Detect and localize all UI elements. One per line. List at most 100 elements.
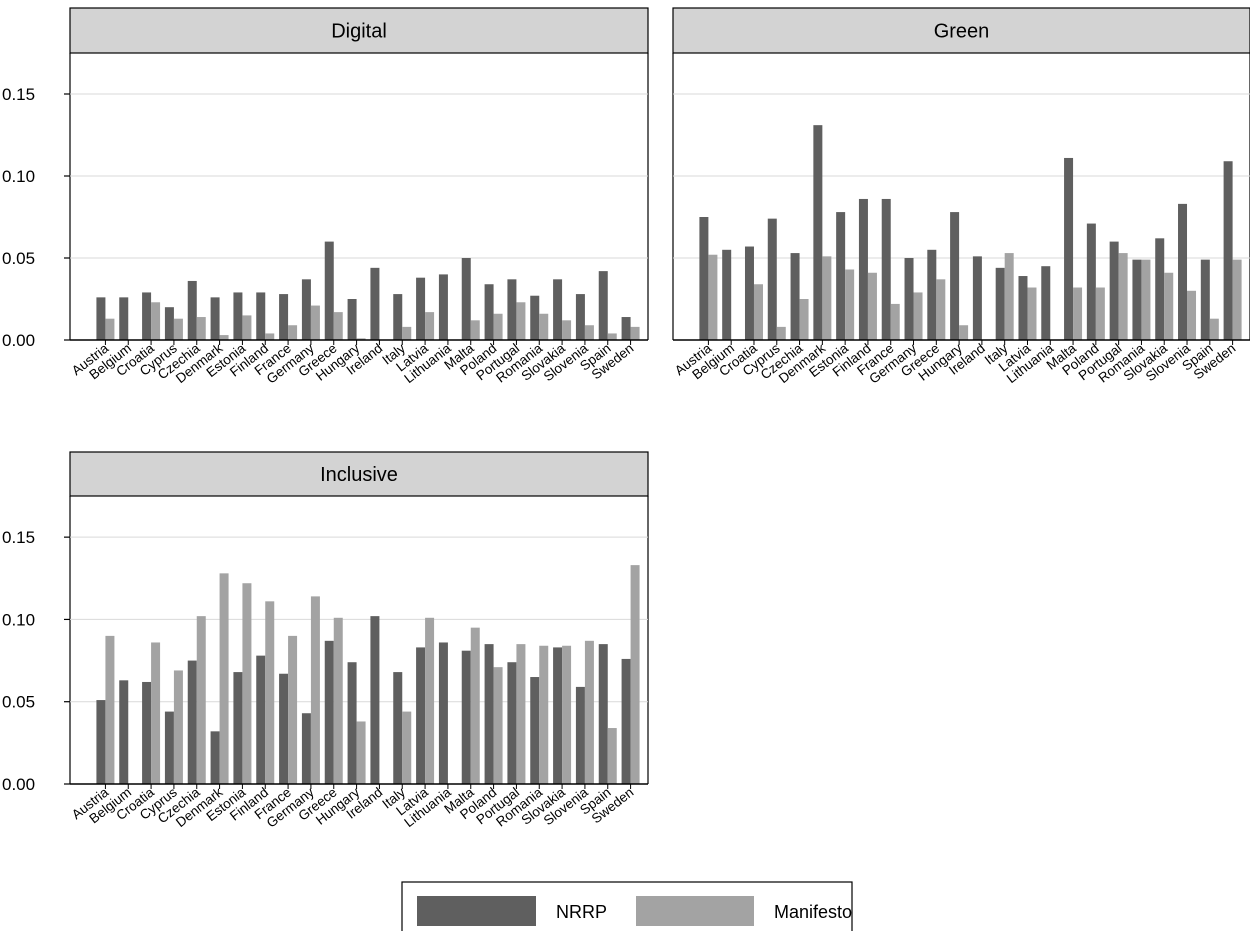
bar-nrrp-spain: [598, 644, 608, 784]
bar-manifesto-italy: [1004, 253, 1014, 340]
bar-manifesto-malta: [470, 320, 480, 340]
y-tick-label: 0.05: [2, 693, 35, 712]
bar-manifesto-france: [890, 303, 900, 340]
bar-manifesto-poland: [493, 667, 503, 784]
bar-manifesto-cyprus: [173, 670, 183, 784]
bar-nrrp-belgium: [119, 680, 129, 784]
bar-manifesto-finland: [265, 333, 275, 340]
bar-manifesto-germany: [310, 305, 320, 340]
bar-manifesto-germany: [913, 292, 923, 340]
bar-manifesto-malta: [470, 627, 480, 784]
panel-green: GreenAustriaBelgiumCroatiaCyprusCzechiaD…: [672, 7, 1250, 387]
bar-manifesto-denmark: [219, 573, 229, 784]
bar-nrrp-denmark: [813, 125, 823, 340]
bar-nrrp-croatia: [744, 246, 754, 340]
bar-nrrp-estonia: [233, 292, 243, 340]
panel-title: Digital: [331, 21, 387, 43]
bar-manifesto-greece: [333, 312, 343, 340]
bar-nrrp-italy: [393, 294, 403, 340]
bar-manifesto-france: [288, 325, 298, 340]
bar-nrrp-hungary: [347, 299, 357, 340]
bar-nrrp-romania: [530, 677, 540, 784]
bar-manifesto-croatia: [151, 302, 161, 340]
bar-manifesto-austria: [105, 635, 115, 784]
bar-manifesto-poland: [493, 313, 503, 340]
bar-manifesto-sweden: [1232, 259, 1242, 340]
bar-manifesto-hungary: [356, 721, 366, 784]
bar-nrrp-malta: [1064, 157, 1074, 340]
bar-manifesto-hungary: [959, 325, 969, 340]
bar-nrrp-cyprus: [164, 711, 174, 784]
bar-manifesto-latvia: [425, 617, 435, 784]
bar-manifesto-spain: [607, 728, 617, 784]
y-tick-label: 0.15: [2, 528, 35, 547]
bar-nrrp-sweden: [1223, 161, 1233, 340]
bar-nrrp-hungary: [950, 212, 960, 340]
bar-nrrp-portugal: [1109, 241, 1119, 340]
bar-manifesto-slovakia: [1164, 272, 1174, 340]
bar-nrrp-slovenia: [1178, 203, 1188, 340]
bar-manifesto-estonia: [845, 269, 855, 340]
bar-manifesto-sweden: [630, 326, 640, 340]
bar-nrrp-sweden: [621, 317, 631, 340]
panel-title: Green: [934, 21, 990, 43]
bar-manifesto-romania: [539, 313, 549, 340]
bar-manifesto-romania: [1141, 259, 1151, 340]
bar-nrrp-greece: [324, 640, 334, 784]
bar-manifesto-portugal: [516, 302, 526, 340]
bar-nrrp-romania: [1132, 259, 1142, 340]
bar-nrrp-cyprus: [164, 307, 174, 340]
bar-nrrp-spain: [1200, 259, 1210, 340]
bar-manifesto-portugal: [1118, 253, 1128, 340]
bar-manifesto-cyprus: [173, 318, 183, 340]
bar-nrrp-ireland: [370, 616, 380, 784]
bar-nrrp-czechia: [187, 660, 197, 784]
bar-manifesto-spain: [607, 333, 617, 340]
bar-nrrp-belgium: [722, 249, 732, 340]
panel-strip: [69, 7, 649, 54]
bar-manifesto-greece: [333, 617, 343, 784]
panel-strip: [69, 451, 649, 497]
bar-manifesto-czechia: [196, 616, 206, 784]
legend-label-manifesto: Manifesto: [774, 902, 852, 922]
bar-manifesto-denmark: [822, 256, 832, 340]
bar-nrrp-lithuania: [1041, 266, 1051, 340]
bar-manifesto-denmark: [219, 335, 229, 340]
bar-manifesto-malta: [1073, 287, 1083, 340]
bar-nrrp-croatia: [142, 292, 152, 340]
bar-manifesto-greece: [936, 279, 946, 340]
bar-manifesto-slovenia: [584, 640, 594, 784]
bar-nrrp-slovenia: [575, 686, 585, 784]
legend-label-nrrp: NRRP: [556, 902, 607, 922]
bar-nrrp-malta: [461, 650, 471, 784]
bar-manifesto-latvia: [1027, 287, 1037, 340]
bar-nrrp-france: [279, 673, 289, 784]
y-tick-label: 0.00: [2, 775, 35, 794]
bar-manifesto-estonia: [242, 583, 252, 784]
y-tick-label: 0.15: [2, 85, 35, 104]
bar-nrrp-ireland: [370, 267, 380, 340]
bar-manifesto-france: [288, 635, 298, 784]
bar-nrrp-italy: [995, 267, 1005, 340]
bar-manifesto-finland: [867, 272, 877, 340]
bar-manifesto-italy: [402, 326, 412, 340]
legend: NRRP Manifesto: [401, 881, 853, 931]
bar-nrrp-czechia: [187, 280, 197, 340]
bar-nrrp-denmark: [210, 297, 220, 340]
bar-manifesto-czechia: [799, 299, 809, 340]
bar-nrrp-croatia: [142, 681, 152, 784]
bar-nrrp-latvia: [416, 277, 426, 340]
bar-manifesto-finland: [265, 601, 275, 784]
y-tick-label: 0.10: [2, 167, 35, 186]
bar-nrrp-hungary: [347, 662, 357, 784]
bar-nrrp-austria: [96, 700, 106, 784]
bar-nrrp-finland: [256, 292, 266, 340]
bar-nrrp-austria: [96, 297, 106, 340]
bar-nrrp-lithuania: [438, 274, 448, 340]
bar-manifesto-estonia: [242, 315, 252, 340]
panel-digital: Digital0.000.050.100.15AustriaBelgiumCro…: [2, 7, 649, 387]
bar-nrrp-france: [881, 198, 891, 340]
bar-nrrp-denmark: [210, 731, 220, 784]
bar-nrrp-slovakia: [553, 647, 563, 784]
